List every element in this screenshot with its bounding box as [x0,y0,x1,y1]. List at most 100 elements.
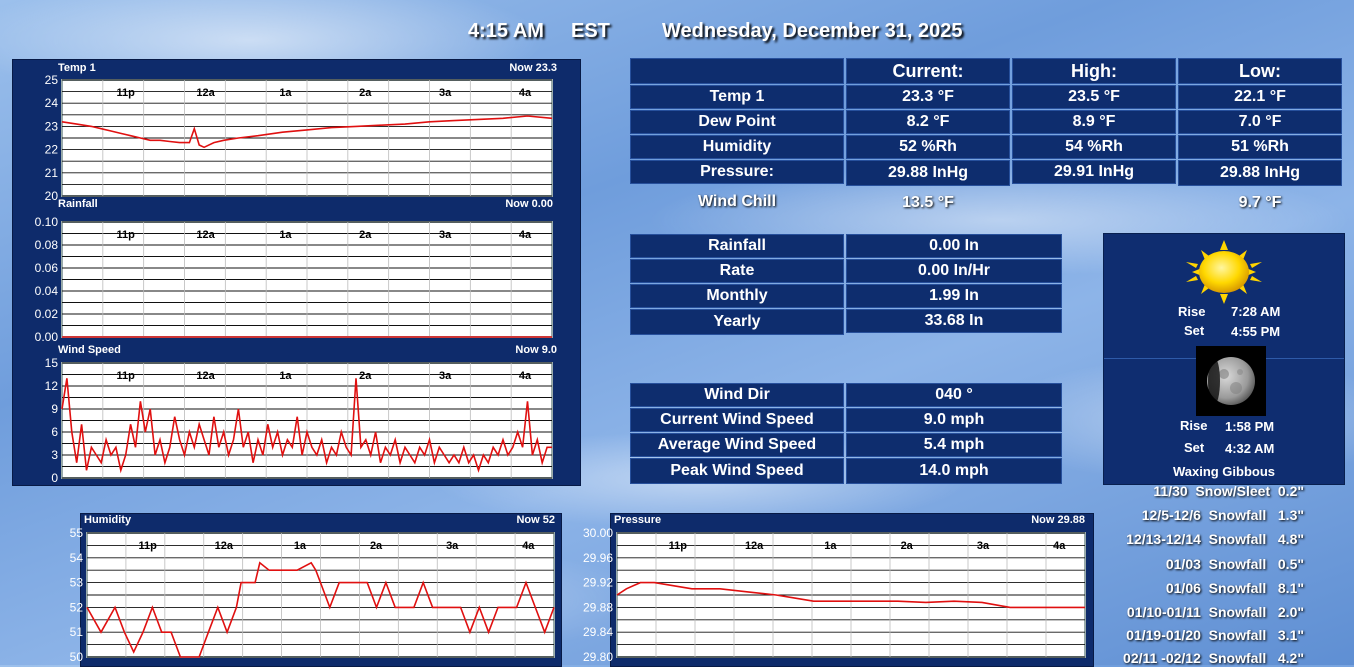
rain-x-tick: 3a [439,229,452,241]
humidity-high: 54 %Rh [1012,135,1176,159]
temp-chart-title: Temp 1 [58,62,96,74]
pressure-y-tick: 29.92 [583,576,613,590]
snow-event: 12/13-12/14 Snowfall 4.8" [1126,531,1304,547]
humidity-series-line [86,561,555,658]
temp-x-tick: 1a [279,87,292,99]
wind-x-tick: 11p [117,370,136,382]
rainfall-value: 0.00 In [846,234,1062,258]
moonset-label: Set [1184,440,1205,455]
rain-yearly-value: 33.68 In [846,309,1062,333]
dew-point-high: 8.9 °F [1012,110,1176,134]
rain-y-tick: 0.00 [35,330,59,344]
rain-chart-title: Rainfall [58,198,98,210]
wind-chill-label: Wind Chill [697,193,777,210]
humidity-y-tick: 54 [70,551,84,565]
sun-icon [1186,240,1262,304]
rain-y-tick: 0.06 [35,261,59,275]
pressure-low: 29.88 InHg [1178,160,1342,186]
wind-x-tick: 2a [359,370,372,382]
header-low: Low: [1178,58,1342,84]
pressure-y-tick: 29.88 [583,600,613,614]
header-current: Current: [846,58,1010,84]
sunset-label: Set [1184,323,1205,338]
row-label-pressure: Pressure: [630,160,844,184]
pressure-x-tick: 12a [745,540,764,552]
pressure-y-tick: 29.80 [583,650,613,664]
sun-moon-panel: Rise 7:28 AM Set 4:55 PM Rise 1:58 PM Se… [1103,233,1345,485]
rain-chart-now: Now 0.00 [505,198,553,210]
rain-rate-label: Rate [630,259,844,283]
temp-x-tick: 2a [359,87,372,99]
moon-icon [1207,357,1255,405]
humidity-x-tick: 3a [446,540,459,552]
humidity-x-tick: 2a [370,540,383,552]
wind-y-tick: 3 [51,448,58,462]
pressure-chart-title: Pressure [614,514,661,526]
pressure-y-tick: 29.96 [583,551,613,565]
peak-wind-value: 14.0 mph [846,458,1062,484]
sunrise-time: 7:28 AM [1231,304,1281,319]
rain-y-tick: 0.02 [35,307,59,321]
snow-event: 11/30 Snow/Sleet 0.2" [1153,483,1304,499]
snow-event: 01/10-01/11 Snowfall 2.0" [1126,604,1304,620]
humidity-y-tick: 50 [70,650,84,664]
snow-event: 01/06 Snowfall 8.1" [1165,580,1304,596]
temp-x-tick: 4a [519,87,532,99]
wind-chill-current: 13.5 °F [902,194,954,211]
snow-event: 01/03 Snowfall 0.5" [1165,556,1304,572]
temp-y-tick: 22 [45,143,59,157]
moon-phase: Waxing Gibbous [1172,464,1276,479]
rain-monthly-label: Monthly [630,284,844,308]
wind-x-tick: 1a [279,370,292,382]
snow-event: 01/19-01/20 Snowfall 3.1" [1126,627,1304,643]
rain-x-tick: 4a [519,229,532,241]
humidity-x-tick: 12a [215,540,234,552]
humidity-current: 52 %Rh [846,135,1010,159]
temp-series-line [61,115,553,149]
humidity-x-tick: 11p [139,540,158,552]
wind-dir-label: Wind Dir [630,383,844,407]
row-label-humidity: Humidity [630,135,844,159]
pressure-x-tick: 1a [824,540,837,552]
dew-point-low: 7.0 °F [1178,110,1342,134]
wind-chart-now: Now 9.0 [515,344,557,356]
row-label-temp: Temp 1 [630,85,844,109]
wind-y-tick: 9 [51,402,58,416]
pressure-x-tick: 2a [901,540,914,552]
wind-y-tick: 6 [51,425,58,439]
snow-event: 12/5-12/6 Snowfall 1.3" [1141,507,1304,523]
moonrise-label: Rise [1180,418,1208,433]
snow-event: 02/11 -02/12 Snowfall 4.2" [1123,650,1304,666]
sunrise-label: Rise [1178,304,1206,319]
humidity-x-tick: 1a [294,540,307,552]
wind-y-tick: 12 [45,379,59,393]
temp-chart-now: Now 23.3 [509,62,557,74]
humidity-y-tick: 52 [70,600,84,614]
temp-high: 23.5 °F [1012,85,1176,109]
wind-x-tick: 4a [519,370,532,382]
header-high: High: [1012,58,1176,84]
wind-x-tick: 12a [196,370,215,382]
temp-x-tick: 11p [117,87,136,99]
humidity-chart-title: Humidity [84,514,132,526]
current-wind-label: Current Wind Speed [630,408,844,432]
temp-y-tick: 21 [45,166,59,180]
rain-x-tick: 1a [279,229,292,241]
moonset-time: 4:32 AM [1225,441,1275,456]
pressure-x-tick: 4a [1053,540,1066,552]
pressure-y-tick: 30.00 [583,526,613,540]
pressure-y-tick: 29.84 [583,625,613,639]
rain-yearly-label: Yearly [630,309,844,335]
rain-y-tick: 0.10 [35,215,59,229]
current-wind-value: 9.0 mph [846,408,1062,432]
pressure-chart-now: Now 29.88 [1031,514,1085,526]
rainfall-label: Rainfall [630,234,844,258]
rain-rate-value: 0.00 In/Hr [846,259,1062,283]
dew-point-current: 8.2 °F [846,110,1010,134]
humidity-x-tick: 4a [522,540,535,552]
rain-y-tick: 0.08 [35,238,59,252]
wind-dir-value: 040 ° [846,383,1062,407]
moon-image-frame [1196,346,1266,416]
